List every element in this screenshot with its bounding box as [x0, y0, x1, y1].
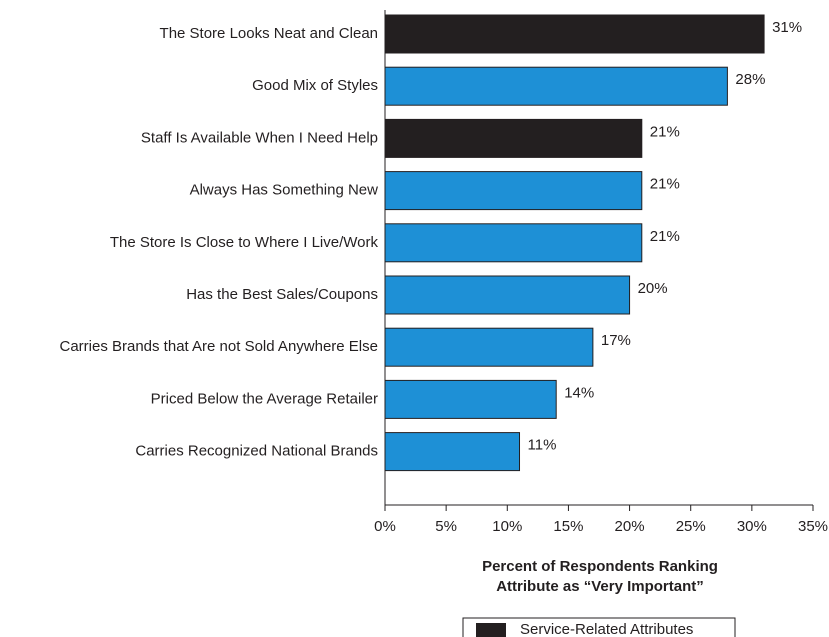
y-tick-label: Carries Brands that Are not Sold Anywher…: [59, 338, 378, 355]
value-label: 21%: [650, 176, 680, 193]
x-tick-label: 20%: [615, 518, 645, 535]
bar: [384, 432, 521, 472]
bar: [384, 379, 557, 419]
y-tick-label: Has the Best Sales/Coupons: [186, 286, 378, 303]
y-tick-label: The Store Is Close to Where I Live/Work: [110, 234, 379, 251]
x-axis-title: Attribute as “Very Important”: [496, 578, 704, 595]
value-label: 14%: [564, 384, 594, 401]
bar: [384, 223, 643, 263]
y-tick-label: The Store Looks Neat and Clean: [160, 25, 378, 42]
bar: [384, 171, 643, 211]
bar: [384, 66, 728, 106]
x-tick-label: 10%: [492, 518, 522, 535]
value-label: 17%: [601, 332, 631, 349]
x-tick-label: 25%: [676, 518, 706, 535]
bar: [384, 275, 631, 315]
value-label: 31%: [772, 19, 802, 36]
x-axis-title: Percent of Respondents Ranking: [482, 558, 718, 575]
y-tick-label: Staff Is Available When I Need Help: [141, 129, 378, 146]
x-tick-label: 0%: [374, 518, 396, 535]
x-tick-label: 35%: [798, 518, 828, 535]
y-tick-label: Carries Recognized National Brands: [135, 443, 378, 460]
legend-label: Service-Related Attributes: [520, 621, 693, 637]
bar: [384, 14, 765, 54]
value-label: 20%: [638, 280, 668, 297]
value-label: 21%: [650, 123, 680, 140]
y-tick-label: Always Has Something New: [190, 182, 379, 199]
value-label: 11%: [528, 437, 557, 454]
legend-box: [462, 617, 736, 637]
legend-swatch: [476, 623, 506, 637]
value-label: 21%: [650, 228, 680, 245]
bar: [384, 118, 643, 158]
x-tick-label: 5%: [435, 518, 457, 535]
y-tick-label: Good Mix of Styles: [252, 77, 378, 94]
y-tick-label: Priced Below the Average Retailer: [151, 390, 378, 407]
x-tick-label: 15%: [553, 518, 583, 535]
bar: [384, 327, 594, 367]
x-tick-label: 30%: [737, 518, 767, 535]
value-label: 28%: [735, 71, 765, 88]
